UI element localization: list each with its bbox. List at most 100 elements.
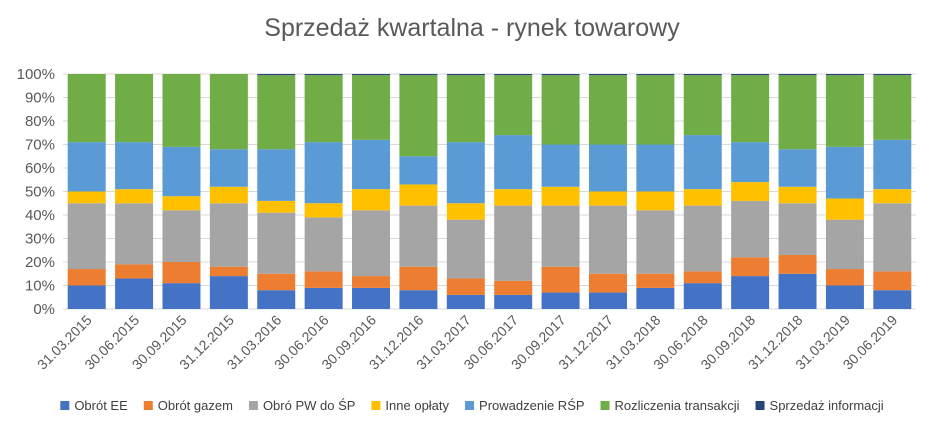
y-tick-label: 50% [25,184,55,201]
bar-segment [541,186,580,206]
bar-segment [541,266,580,293]
bar-segment [731,182,770,201]
bar-segment [636,287,675,309]
bar-segment [304,203,343,218]
bar-segment [446,219,485,279]
bar-segment [873,74,912,76]
bar-segment [588,191,627,206]
bar-segment [67,191,106,204]
bar-segment [873,290,912,309]
bar-segment [683,271,722,284]
y-tick-label: 70% [25,137,55,154]
bar-segment [778,149,817,187]
bar-segment [588,205,627,274]
bar-segment [494,280,533,295]
chart-title: Sprzedaż kwartalna - rynek towarowy [264,14,680,42]
bar-segment [209,203,248,267]
bar-segment [304,142,343,204]
legend-swatch [371,401,381,410]
bar-segment [446,278,485,295]
bar-segment [683,74,722,76]
bar-segment [683,75,722,136]
bar-segment [399,74,438,76]
bar-segment [588,75,627,145]
y-tick-label: 0% [33,301,55,318]
bar-segment [209,186,248,204]
bar-segment [209,74,248,150]
bar-segment [494,75,533,136]
bar-segment [304,287,343,309]
bar-segment [67,285,106,309]
bar-segment [257,200,296,213]
bar-segment [115,189,154,204]
bar-segment [115,203,154,265]
y-tick-label: 40% [25,207,55,224]
legend-label: Inne opłaty [385,398,449,413]
bars [67,74,912,309]
bar-segment [636,210,675,274]
bar-segment [209,276,248,309]
bar-segment [825,198,864,220]
bar-segment [825,75,864,147]
bar-segment [494,189,533,206]
bar-segment [399,290,438,309]
bar-segment [636,74,675,76]
bar-segment [873,75,912,140]
bar-segment [257,149,296,201]
legend-label: Obrót EE [74,398,128,413]
bar-segment [683,205,722,272]
y-tick-label: 30% [25,231,55,248]
bar-segment [683,283,722,309]
bar-segment [115,264,154,279]
bar-segment [731,74,770,76]
bar-segment [683,135,722,190]
legend-label: Obrót gazem [158,398,233,413]
bar-segment [67,74,106,143]
bar-segment [873,139,912,190]
bar-segment [446,203,485,220]
bar-segment [636,144,675,192]
bar-segment [399,266,438,291]
bar-segment [778,74,817,76]
legend-label: Prowadzenie RŚP [479,398,585,413]
bar-segment [541,75,580,145]
bar-segment [446,294,485,309]
bar-segment [494,74,533,76]
legend-swatch [248,401,258,410]
bar-segment [825,219,864,270]
bar-segment [873,203,912,272]
bar-segment [636,75,675,145]
bar-segment [541,74,580,76]
bar-segment [304,75,343,143]
bar-segment [494,135,533,190]
y-tick-label: 20% [25,254,55,271]
bar-segment [399,205,438,267]
bar-segment [162,146,201,197]
legend-swatch [755,401,765,410]
bar-segment [731,142,770,183]
bar-segment [352,189,391,211]
bar-segment [588,292,627,309]
legend-label: Rozliczenia transakcji [615,398,740,413]
bar-segment [541,292,580,309]
bar-segment [67,142,106,192]
legend-swatch [60,401,70,410]
bar-segment [399,156,438,185]
bar-segment [778,75,817,150]
bar-segment [494,205,533,281]
bar-segment [399,184,438,206]
bar-segment [494,294,533,309]
legend-label: Obró PW do ŚP [263,398,355,413]
bar-segment [162,210,201,262]
bar-segment [731,257,770,277]
y-tick-label: 60% [25,160,55,177]
legend-label: Sprzedaż informacji [770,398,884,413]
y-tick-label: 90% [25,90,55,107]
bar-segment [588,74,627,76]
bar-segment [731,276,770,309]
bar-segment [541,144,580,187]
bar-segment [588,273,627,293]
bar-segment [352,276,391,288]
y-tick-label: 10% [25,278,55,295]
bar-segment [304,271,343,288]
